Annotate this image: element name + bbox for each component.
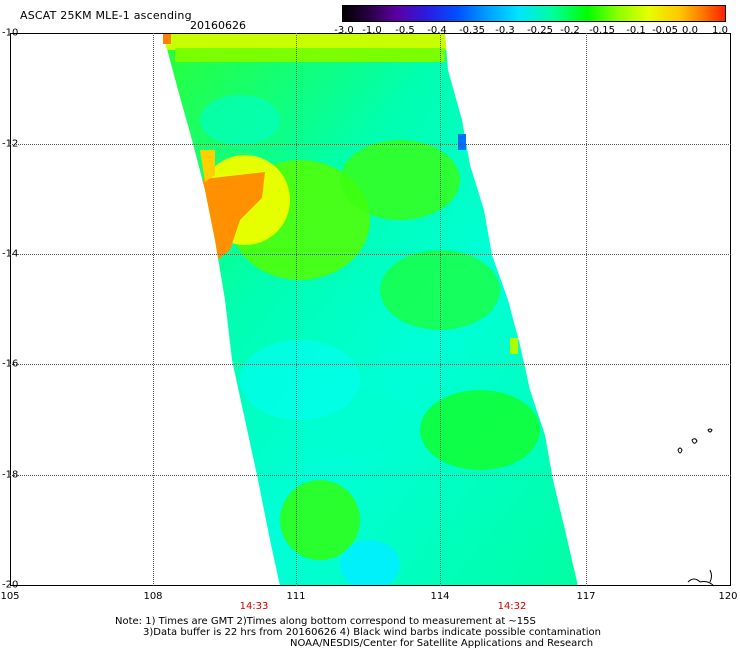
colorbar-label: -0.5 [395, 25, 415, 36]
colorbar-label: -0.2 [560, 25, 580, 36]
colorbar-label: -0.1 [626, 25, 646, 36]
lon-label: 111 [286, 591, 306, 602]
lon-label: 117 [576, 591, 596, 602]
colorbar-label: 0.0 [682, 25, 698, 36]
lon-label: 114 [430, 591, 450, 602]
grid-line [10, 254, 731, 255]
colorbar-label: -3.0 [334, 25, 354, 36]
grid-line [296, 33, 297, 586]
colorbar-label: -1.0 [362, 25, 382, 36]
time-label: 14:32 [497, 601, 527, 612]
colorbar-label: -0.4 [427, 25, 447, 36]
map-date: 20160626 [190, 19, 246, 32]
grid-line [440, 33, 441, 586]
colorbar-label: -0.15 [589, 25, 615, 36]
lat-label: -14 [2, 248, 19, 260]
lat-label: -12 [2, 138, 19, 150]
grid-line [10, 364, 731, 365]
lon-label: 120 [718, 591, 738, 602]
colorbar-label: -0.3 [495, 25, 515, 36]
lat-label: -18 [2, 469, 19, 481]
colorbar-label: -0.05 [652, 25, 678, 36]
lat-label: -16 [2, 358, 19, 370]
colorbar [342, 5, 726, 22]
coastline-icon [677, 428, 715, 587]
lon-label: 105 [0, 591, 20, 602]
note-line: 3)Data buffer is 22 hrs from 20160626 4)… [143, 627, 601, 638]
grid-line [153, 33, 154, 586]
time-label: 14:33 [239, 601, 269, 612]
lon-label: 108 [143, 591, 163, 602]
colorbar-label: -0.25 [527, 25, 553, 36]
map-title: ASCAT 25KM MLE-1 ascending [20, 9, 192, 22]
grid-line [10, 144, 731, 145]
grid-line [10, 475, 731, 476]
lat-label: -10 [2, 27, 19, 39]
map-frame [10, 33, 731, 586]
colorbar-label: 1.0 [712, 25, 728, 36]
colorbar-label: -0.35 [459, 25, 485, 36]
note-line: NOAA/NESDIS/Center for Satellite Applica… [290, 638, 594, 649]
note-line: Note: 1) Times are GMT 2)Times along bot… [115, 616, 536, 627]
lat-label: -20 [2, 579, 19, 591]
grid-line [586, 33, 587, 586]
